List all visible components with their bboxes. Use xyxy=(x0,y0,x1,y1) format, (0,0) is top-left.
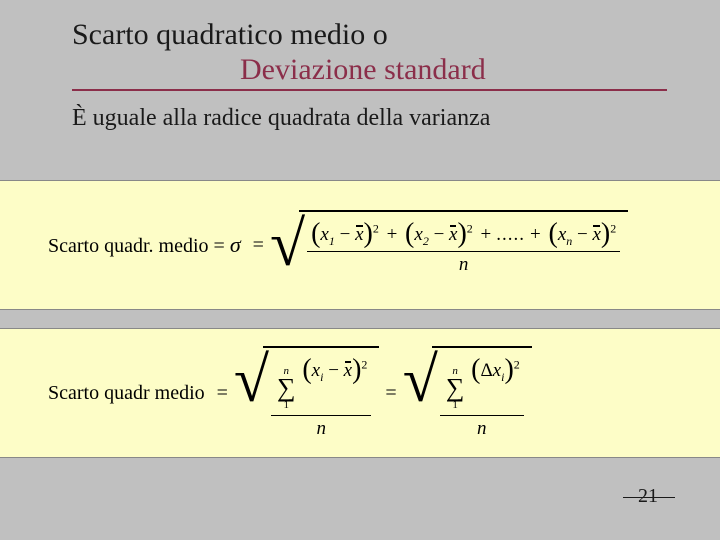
sqrt-expression-2b: √ n ∑ 1 (Δxi)2 n xyxy=(403,346,532,439)
title-underline xyxy=(72,89,667,91)
formula-box-2: Scarto quadr medio = √ n ∑ 1 (xi − x)2 n xyxy=(0,328,720,458)
subtitle: È uguale alla radice quadrata della vari… xyxy=(72,105,680,132)
title-line-2: Deviazione standard xyxy=(72,53,680,88)
sqrt-expression-2a: √ n ∑ 1 (xi − x)2 n xyxy=(234,346,380,439)
sqrt-expression-1: √ (x1 − x)2 + (x2 − x)2 +.....+ (xn − x)… xyxy=(270,210,628,280)
slide-content: Scarto quadratico medio o Deviazione sta… xyxy=(0,0,720,132)
equals-sign: = xyxy=(253,234,264,257)
formula1-label: Scarto quadr. medio = σ xyxy=(48,232,241,258)
formula2-label: Scarto quadr medio xyxy=(48,382,205,405)
title-line-1: Scarto quadratico medio o xyxy=(72,18,680,53)
formula-box-1: Scarto quadr. medio = σ = √ (x1 − x)2 + … xyxy=(0,180,720,310)
equals-sign: = xyxy=(217,382,228,405)
page-number: 21 xyxy=(638,485,658,508)
equals-sign: = xyxy=(385,382,396,405)
